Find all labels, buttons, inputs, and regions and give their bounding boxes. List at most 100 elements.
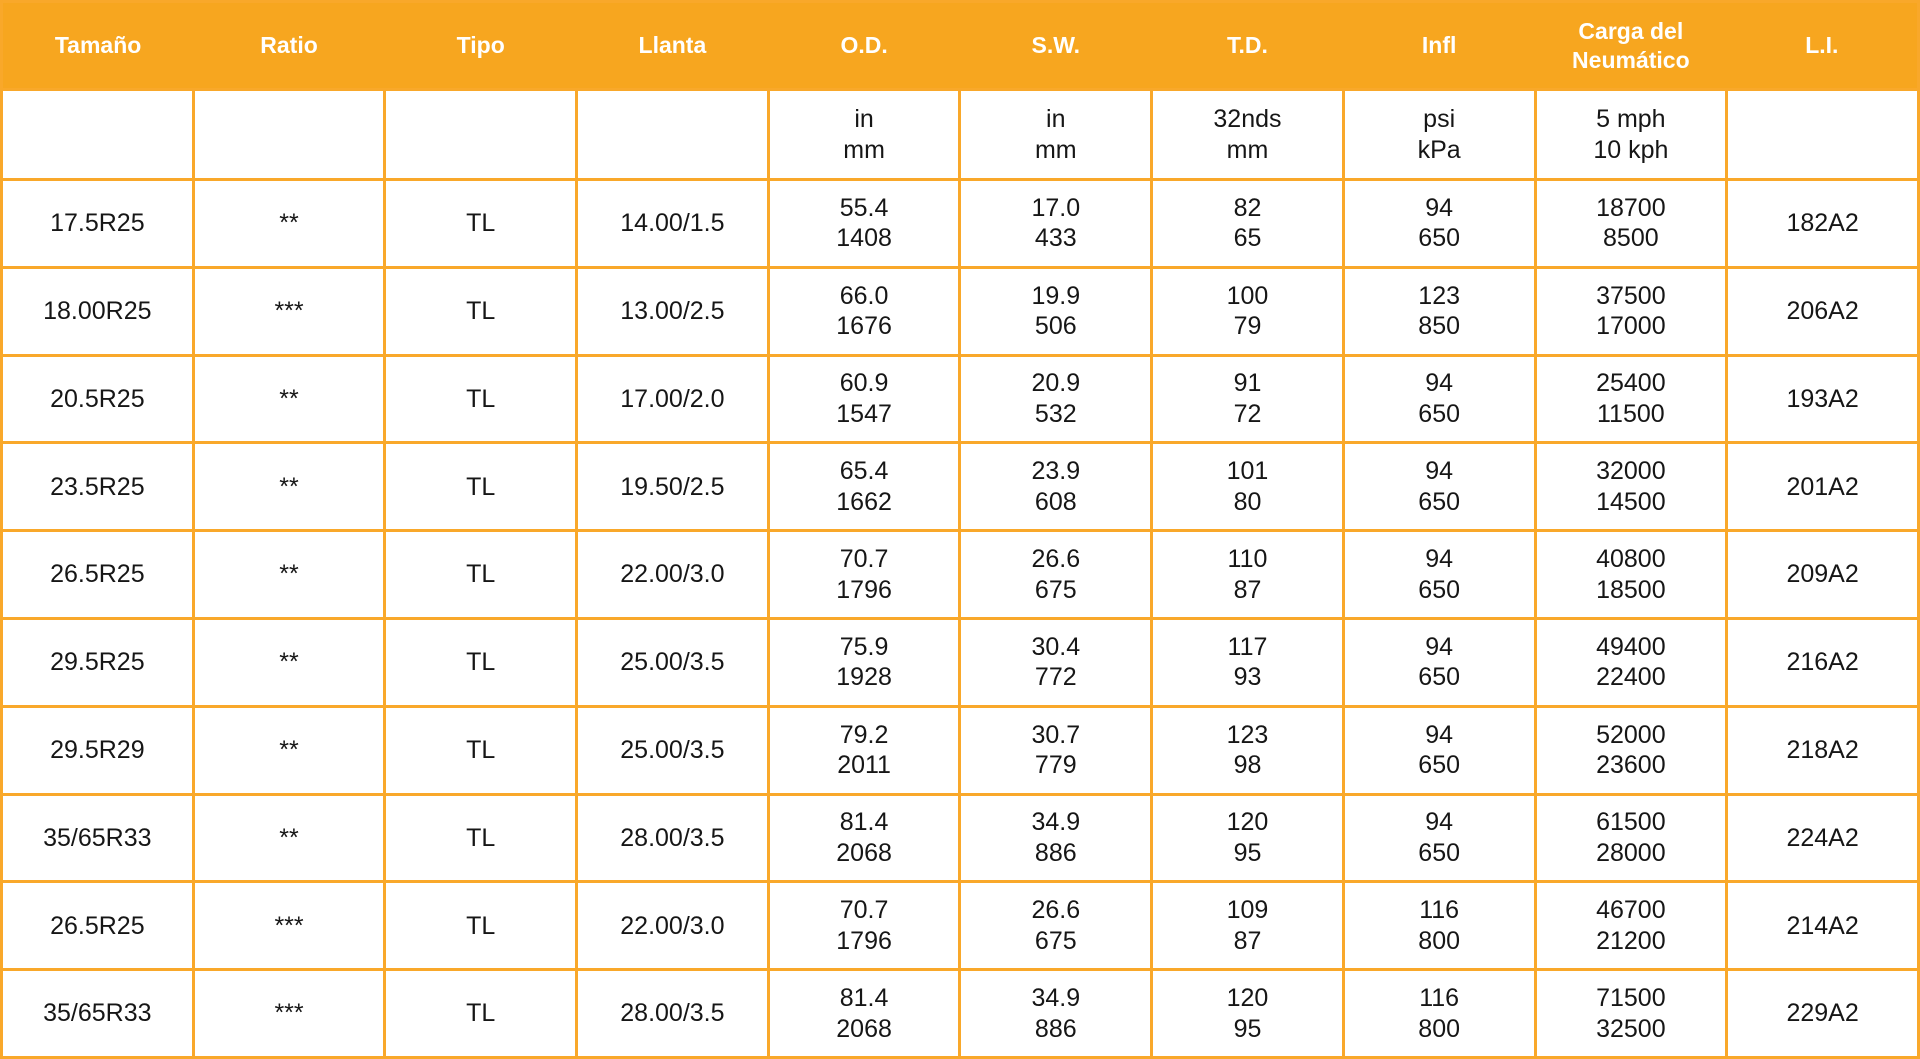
table-cell: 100 79 xyxy=(1150,265,1345,357)
table-cell: 20.9 532 xyxy=(958,353,1154,445)
table-row: 29.5R25 ** TL 25.00/3.5 75.9 1928 30.4 772 117… xyxy=(0,616,1920,708)
column-header-tipo: Tipo xyxy=(384,1,577,90)
table-cell: 65.4 1662 xyxy=(766,441,962,533)
table-row: 23.5R25 ** TL 19.50/2.5 65.4 1662 23.9 608 101… xyxy=(0,441,1920,533)
table-cell: 23.9 608 xyxy=(958,441,1154,533)
table-cell: *** xyxy=(191,968,387,1059)
table-cell: 29.5R29 xyxy=(0,704,195,796)
table-row: 17.5R25 ** TL 14.00/1.5 55.4 1408 17.0 433 82 … xyxy=(0,178,1920,269)
table-cell: 22.00/3.0 xyxy=(575,880,770,972)
table-cell: 81.4 2068 xyxy=(766,968,962,1059)
table-cell: 13.00/2.5 xyxy=(575,265,770,357)
table-cell: 32000 14500 xyxy=(1533,441,1729,533)
column-header-td: T.D. xyxy=(1151,1,1344,90)
table-cell: 37500 17000 xyxy=(1533,265,1729,357)
table-cell: TL xyxy=(383,792,579,884)
units-cell: psi kPa xyxy=(1341,88,1537,181)
table-cell: TL xyxy=(383,353,579,445)
units-cell xyxy=(383,88,579,181)
table-row: 20.5R25 ** TL 17.00/2.0 60.9 1547 20.9 532 91 … xyxy=(0,353,1920,445)
units-cell: in mm xyxy=(958,88,1154,181)
table-cell: 28.00/3.5 xyxy=(575,968,770,1059)
table-cell: TL xyxy=(383,968,579,1059)
table-cell: 70.7 1796 xyxy=(766,880,962,972)
table-cell: 206A2 xyxy=(1725,265,1920,357)
table-cell: 26.6 675 xyxy=(958,880,1154,972)
table-cell: 35/65R33 xyxy=(0,792,195,884)
table-cell: 94 650 xyxy=(1341,792,1537,884)
table-cell: 229A2 xyxy=(1725,968,1920,1059)
table-cell: 117 93 xyxy=(1150,616,1345,708)
table-cell: 116 800 xyxy=(1341,968,1537,1059)
table-cell: ** xyxy=(191,792,387,884)
table-cell: ** xyxy=(191,529,387,620)
table-cell: 214A2 xyxy=(1725,880,1920,972)
table-cell: 20.5R25 xyxy=(0,353,195,445)
table-cell: 79.2 2011 xyxy=(766,704,962,796)
table-cell: 123 850 xyxy=(1341,265,1537,357)
table-cell: 26.5R25 xyxy=(0,529,195,620)
units-cell: 32nds mm xyxy=(1150,88,1345,181)
table-row: 18.00R25 *** TL 13.00/2.5 66.0 1676 19.9 506 1… xyxy=(0,265,1920,357)
column-header-sw: S.W. xyxy=(959,1,1152,90)
table-cell: 26.6 675 xyxy=(958,529,1154,620)
table-cell: 18700 8500 xyxy=(1533,178,1729,269)
table-cell: 71500 32500 xyxy=(1533,968,1729,1059)
table-cell: 34.9 886 xyxy=(958,968,1154,1059)
table-cell: 22.00/3.0 xyxy=(575,529,770,620)
table-cell: 61500 28000 xyxy=(1533,792,1729,884)
table-cell: 120 95 xyxy=(1150,792,1345,884)
table-cell: 101 80 xyxy=(1150,441,1345,533)
units-cell xyxy=(1725,88,1920,181)
table-cell: 23.5R25 xyxy=(0,441,195,533)
units-cell: in mm xyxy=(766,88,962,181)
column-header-tamano: Tamaño xyxy=(1,1,194,90)
table-cell: 94 650 xyxy=(1341,704,1537,796)
table-cell: 94 650 xyxy=(1341,529,1537,620)
column-header-li: L.I. xyxy=(1726,1,1919,90)
table-cell: 91 72 xyxy=(1150,353,1345,445)
table-cell: 201A2 xyxy=(1725,441,1920,533)
table-cell: *** xyxy=(191,880,387,972)
table-cell: ** xyxy=(191,704,387,796)
table-cell: 224A2 xyxy=(1725,792,1920,884)
table-cell: 182A2 xyxy=(1725,178,1920,269)
table-cell: 193A2 xyxy=(1725,353,1920,445)
table-body: 17.5R25 ** TL 14.00/1.5 55.4 1408 17.0 433 82 … xyxy=(0,178,1920,1059)
table-cell: 218A2 xyxy=(1725,704,1920,796)
table-cell: 49400 22400 xyxy=(1533,616,1729,708)
table-cell: 116 800 xyxy=(1341,880,1537,972)
table-cell: 28.00/3.5 xyxy=(575,792,770,884)
table-cell: 120 95 xyxy=(1150,968,1345,1059)
table-cell: 55.4 1408 xyxy=(766,178,962,269)
table-cell: 30.7 779 xyxy=(958,704,1154,796)
table-cell: 14.00/1.5 xyxy=(575,178,770,269)
table-cell: 94 650 xyxy=(1341,441,1537,533)
units-cell xyxy=(191,88,387,181)
column-header-carga: Carga del Neumático xyxy=(1535,1,1727,90)
table-cell: 94 650 xyxy=(1341,178,1537,269)
column-header-ratio: Ratio xyxy=(193,1,385,90)
table-cell: ** xyxy=(191,441,387,533)
table-cell: 216A2 xyxy=(1725,616,1920,708)
header-row: Tamaño Ratio Tipo Llanta O.D. S.W. T.D. … xyxy=(1,1,1919,90)
table-cell: 29.5R25 xyxy=(0,616,195,708)
table-cell: 60.9 1547 xyxy=(766,353,962,445)
table-cell: 123 98 xyxy=(1150,704,1345,796)
table-cell: 18.00R25 xyxy=(0,265,195,357)
table-cell: TL xyxy=(383,880,579,972)
table-cell: 81.4 2068 xyxy=(766,792,962,884)
table-cell: 17.00/2.0 xyxy=(575,353,770,445)
table-cell: ** xyxy=(191,178,387,269)
column-header-llanta: Llanta xyxy=(576,1,769,90)
table-cell: TL xyxy=(383,178,579,269)
table-cell: 17.0 433 xyxy=(958,178,1154,269)
table-row: 29.5R29 ** TL 25.00/3.5 79.2 2011 30.7 779 123… xyxy=(0,704,1920,796)
table-cell: 209A2 xyxy=(1725,529,1920,620)
table-cell: 94 650 xyxy=(1341,353,1537,445)
units-cell: 5 mph 10 kph xyxy=(1533,88,1729,181)
table-cell: 34.9 886 xyxy=(958,792,1154,884)
table-cell: TL xyxy=(383,704,579,796)
table-cell: 46700 21200 xyxy=(1533,880,1729,972)
